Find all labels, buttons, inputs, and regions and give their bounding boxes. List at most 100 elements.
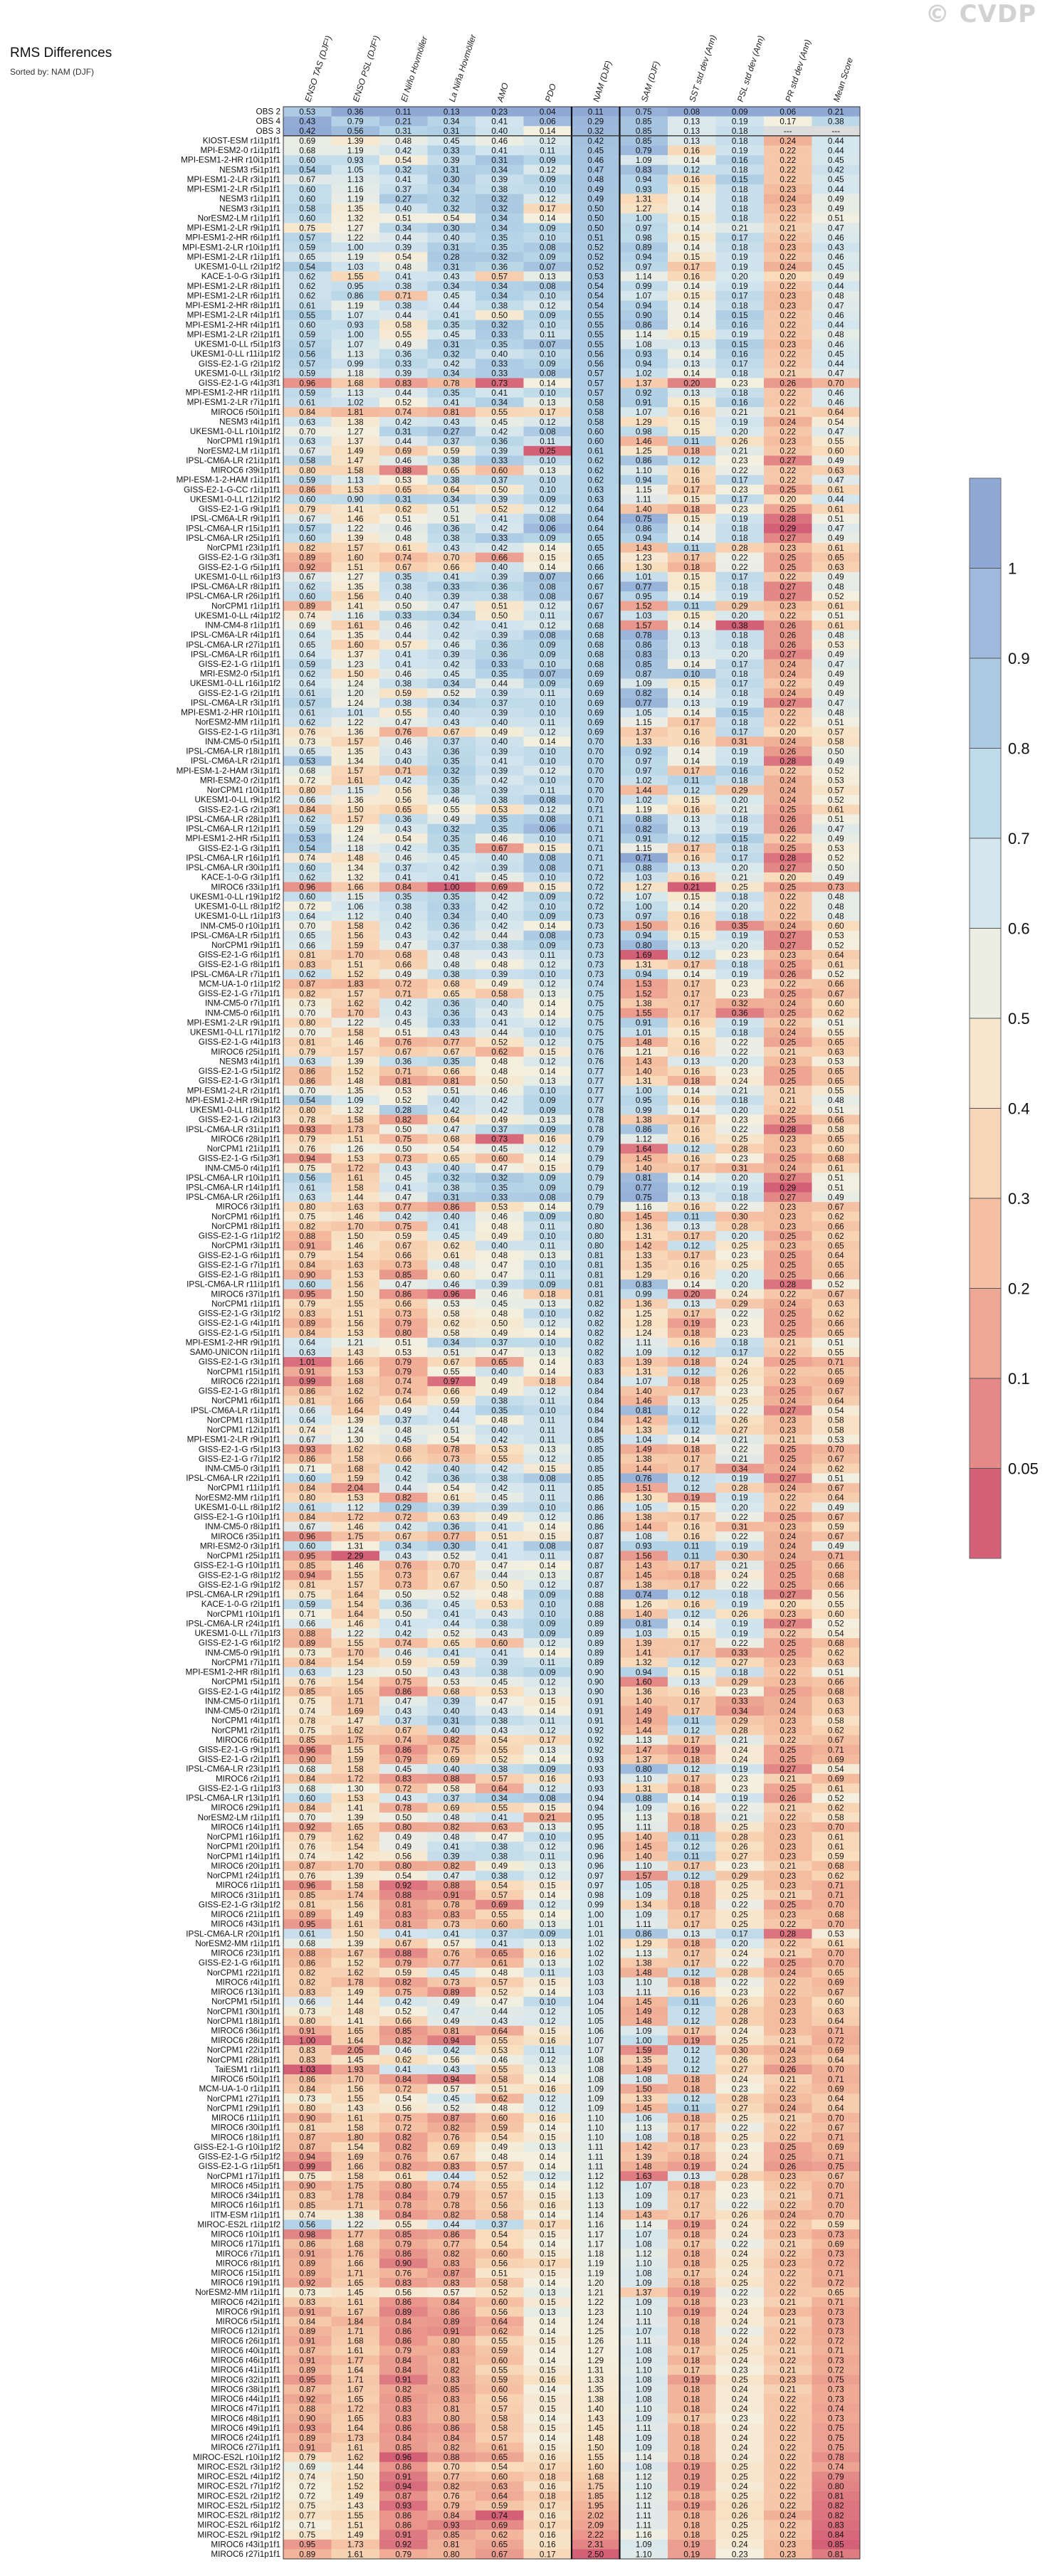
cell-value: 0.71 (587, 854, 604, 863)
cell-value: 0.86 (587, 1503, 604, 1512)
cell-value: 0.25 (779, 1513, 796, 1522)
cell-value: 0.66 (443, 1067, 460, 1076)
cell-value: 0.79 (636, 146, 652, 155)
row-label: UKESM1-0-LL r4i1p1f2 (194, 611, 280, 621)
cell-value: 0.65 (587, 544, 604, 553)
cell-value: 0.73 (491, 379, 508, 388)
cell-value: 0.89 (587, 1658, 604, 1667)
cell-value: 0.25 (779, 1387, 796, 1396)
heatmap-cell (283, 271, 332, 282)
row-label: NorCPM1 r5i1p1f1 (211, 1997, 280, 2007)
cell-value: 0.14 (683, 1280, 700, 1289)
cell-value: 0.51 (395, 514, 411, 524)
cell-value: 0.12 (540, 1057, 556, 1067)
cell-value: 0.12 (683, 456, 700, 465)
cell-value: 0.15 (732, 311, 748, 320)
cell-value: 0.88 (587, 1600, 604, 1609)
cell-value: 0.10 (540, 1600, 556, 1609)
cell-value: 0.44 (443, 301, 460, 310)
cell-value: 1.11 (636, 1823, 651, 1832)
cell-value: 0.09 (540, 223, 556, 233)
cell-value: 0.85 (299, 1561, 315, 1571)
cell-value: 0.49 (491, 1115, 508, 1124)
cell-value: 0.81 (395, 1901, 411, 1910)
heatmap-cell (476, 233, 524, 243)
cell-value: 0.28 (732, 1222, 748, 1231)
cell-value: 0.43 (299, 117, 315, 127)
heatmap-cell (523, 475, 572, 485)
cell-value: 0.34 (491, 398, 508, 408)
heatmap-cell (619, 397, 668, 408)
cell-value: 0.84 (587, 1425, 604, 1435)
cell-value: 0.09 (540, 1183, 556, 1193)
cell-value: 0.71 (828, 1551, 844, 1561)
heatmap-cell (572, 261, 620, 272)
heatmap-cell (476, 339, 524, 349)
cell-value: 0.13 (540, 466, 556, 475)
heatmap-cell (283, 194, 332, 204)
cell-value: 0.40 (443, 708, 460, 717)
row-label: IPSL-CM6A-LR r16i1p1f1 (186, 853, 280, 862)
cell-value: 0.22 (779, 175, 796, 184)
cell-value: 0.50 (395, 602, 411, 611)
cell-value: 0.12 (683, 1872, 700, 1881)
heatmap-cell (668, 368, 716, 379)
cell-value: 0.56 (395, 1852, 411, 1862)
cell-value: 0.82 (395, 2036, 411, 2045)
heatmap-cell (812, 204, 860, 214)
cell-value: 0.09 (540, 1096, 556, 1105)
cell-value: 0.24 (779, 1396, 796, 1405)
cell-value: 0.08 (540, 427, 556, 436)
cell-value: 0.70 (587, 747, 604, 756)
cell-value: 0.41 (443, 311, 460, 320)
cell-value: 0.58 (395, 321, 411, 330)
cell-value: 1.55 (347, 1571, 364, 1580)
cell-value: 0.95 (587, 1832, 604, 1842)
cell-value: 0.45 (828, 175, 844, 184)
cell-value: 0.85 (299, 1687, 315, 1696)
cell-value: 0.89 (299, 553, 315, 562)
cell-value: 0.54 (828, 1629, 844, 1638)
cell-value: 0.57 (491, 1891, 508, 1900)
cell-value: 0.13 (683, 137, 700, 146)
cell-value: 0.96 (299, 1746, 315, 1755)
cell-value: 1.66 (347, 1396, 364, 1405)
cell-value: 0.39 (491, 495, 508, 505)
cell-value: 1.58 (347, 466, 364, 475)
cell-value: 0.64 (299, 912, 315, 921)
heatmap-cell (331, 387, 379, 398)
heatmap-cell (331, 135, 379, 146)
cell-value: 0.15 (683, 1629, 700, 1638)
cell-value: 0.91 (299, 2027, 315, 2036)
cell-value: 0.19 (732, 1183, 748, 1193)
cell-value: 0.47 (828, 699, 844, 708)
cell-value: 1.57 (347, 1047, 364, 1057)
cell-value: 1.10 (636, 466, 652, 475)
cell-value: 1.00 (636, 902, 652, 912)
cell-value: 1.52 (347, 1958, 364, 1968)
cell-value: 0.67 (828, 1203, 844, 1212)
heatmap-cell (715, 233, 764, 243)
cell-value: 0.22 (779, 1018, 796, 1028)
cell-value: 0.52 (828, 1620, 844, 1629)
cell-value: 0.57 (299, 359, 315, 369)
row-label: NorCPM1 r24i1p1f1 (207, 1872, 280, 1881)
row-label: NorCPM1 r23i1p1f1 (207, 544, 280, 553)
cell-value: 1.67 (347, 1949, 364, 1958)
cell-value: 0.23 (779, 1997, 796, 2007)
cell-value: 0.34 (443, 495, 460, 505)
cell-value: 0.20 (732, 427, 748, 436)
cell-value: 0.84 (299, 1658, 315, 1667)
cell-value: 0.14 (683, 1794, 700, 1803)
cell-value: 0.49 (828, 873, 844, 882)
heatmap-cell (764, 145, 812, 156)
row-label: GISS-E2-1-G r2i1p1f1 (199, 689, 280, 698)
cell-value: 0.16 (683, 806, 700, 815)
cell-value: 0.23 (732, 1329, 748, 1338)
heatmap-cell (427, 184, 476, 194)
row-label: MIROC6 r20i1p1f1 (211, 1862, 280, 1871)
cell-value: 0.11 (684, 437, 700, 446)
cell-value: 0.43 (395, 1551, 411, 1561)
cell-value: 0.32 (443, 204, 460, 213)
cell-value: 0.23 (779, 2017, 796, 2026)
